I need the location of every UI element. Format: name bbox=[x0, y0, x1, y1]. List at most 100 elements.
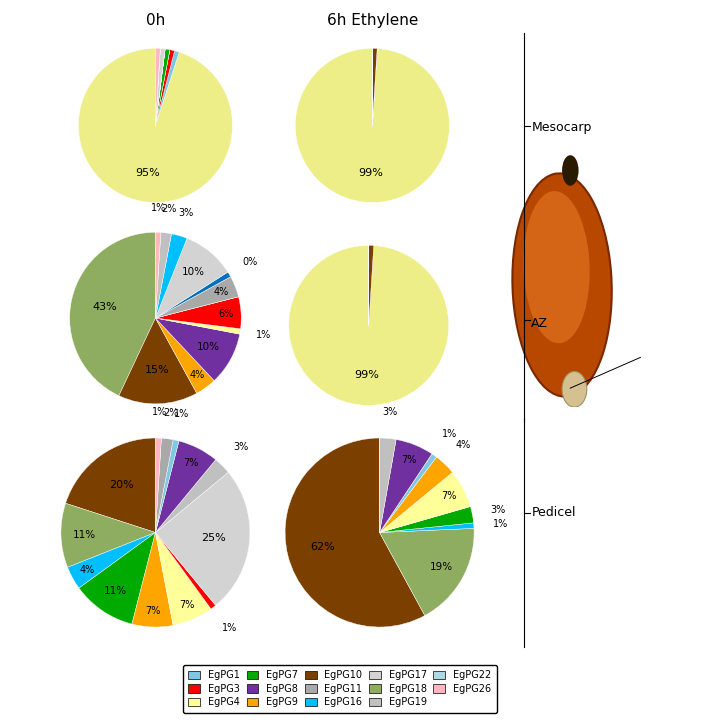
Wedge shape bbox=[380, 440, 432, 532]
Wedge shape bbox=[380, 523, 474, 532]
Wedge shape bbox=[155, 318, 241, 334]
Wedge shape bbox=[61, 503, 155, 567]
Text: 3%: 3% bbox=[382, 407, 398, 417]
Wedge shape bbox=[78, 48, 233, 202]
Wedge shape bbox=[155, 49, 161, 125]
Wedge shape bbox=[155, 277, 231, 318]
Wedge shape bbox=[119, 318, 197, 403]
Title: 0h: 0h bbox=[146, 13, 165, 28]
Wedge shape bbox=[155, 49, 165, 125]
Wedge shape bbox=[155, 532, 211, 625]
Wedge shape bbox=[295, 48, 450, 202]
Ellipse shape bbox=[562, 155, 578, 186]
Wedge shape bbox=[372, 49, 377, 125]
Wedge shape bbox=[155, 49, 165, 125]
Wedge shape bbox=[372, 49, 377, 125]
Legend: EgPG1, EgPG3, EgPG4, EgPG7, EgPG8, EgPG9, EgPG10, EgPG11, EgPG16, EgPG17, EgPG18: EgPG1, EgPG3, EgPG4, EgPG7, EgPG8, EgPG9… bbox=[183, 664, 497, 713]
Text: 2%: 2% bbox=[161, 204, 177, 214]
Wedge shape bbox=[155, 49, 170, 125]
Wedge shape bbox=[155, 318, 214, 393]
Wedge shape bbox=[79, 532, 155, 624]
Wedge shape bbox=[155, 51, 179, 125]
Title: 6h Ethylene: 6h Ethylene bbox=[327, 13, 418, 28]
Text: 95%: 95% bbox=[136, 168, 161, 177]
Text: 10%: 10% bbox=[197, 342, 220, 352]
Wedge shape bbox=[155, 49, 165, 125]
Text: 43%: 43% bbox=[93, 302, 118, 312]
Wedge shape bbox=[155, 49, 175, 125]
Text: 3%: 3% bbox=[491, 505, 506, 515]
Wedge shape bbox=[155, 49, 165, 125]
Text: 7%: 7% bbox=[184, 457, 199, 467]
Text: 1%: 1% bbox=[442, 429, 457, 439]
Wedge shape bbox=[66, 438, 155, 532]
Text: Mesocarp: Mesocarp bbox=[531, 121, 592, 134]
Wedge shape bbox=[372, 49, 377, 125]
Wedge shape bbox=[380, 507, 474, 532]
Wedge shape bbox=[372, 48, 377, 125]
Text: 1%: 1% bbox=[152, 406, 167, 417]
Wedge shape bbox=[380, 454, 437, 532]
Wedge shape bbox=[155, 277, 239, 318]
Wedge shape bbox=[155, 473, 250, 606]
Wedge shape bbox=[155, 532, 215, 609]
Text: 1%: 1% bbox=[151, 204, 166, 213]
Text: 11%: 11% bbox=[104, 586, 127, 596]
Text: 3%: 3% bbox=[234, 442, 249, 452]
Text: 11%: 11% bbox=[73, 530, 96, 539]
Text: 2%: 2% bbox=[163, 408, 179, 417]
Wedge shape bbox=[155, 49, 170, 125]
Text: 7%: 7% bbox=[441, 491, 457, 501]
Text: 1%: 1% bbox=[174, 409, 189, 419]
Ellipse shape bbox=[513, 173, 612, 397]
Wedge shape bbox=[155, 49, 161, 125]
Wedge shape bbox=[155, 440, 179, 532]
Wedge shape bbox=[155, 438, 173, 532]
Text: 99%: 99% bbox=[355, 370, 380, 380]
Wedge shape bbox=[372, 49, 377, 125]
Text: 99%: 99% bbox=[359, 168, 383, 178]
Wedge shape bbox=[380, 473, 471, 532]
Text: 0%: 0% bbox=[242, 257, 257, 267]
Wedge shape bbox=[155, 233, 161, 318]
Wedge shape bbox=[372, 49, 377, 125]
Wedge shape bbox=[372, 49, 377, 125]
Text: 4%: 4% bbox=[455, 440, 471, 450]
Wedge shape bbox=[155, 272, 231, 318]
Wedge shape bbox=[380, 438, 396, 532]
Wedge shape bbox=[155, 238, 228, 318]
Wedge shape bbox=[380, 454, 432, 532]
Text: AZ: AZ bbox=[531, 317, 549, 330]
Wedge shape bbox=[155, 438, 161, 532]
Text: 20%: 20% bbox=[108, 480, 133, 490]
Text: 25%: 25% bbox=[202, 533, 226, 543]
Text: 62%: 62% bbox=[310, 542, 335, 552]
Text: 3%: 3% bbox=[179, 208, 194, 217]
Text: Pedicel: Pedicel bbox=[531, 506, 576, 519]
Wedge shape bbox=[155, 233, 171, 318]
Text: 7%: 7% bbox=[145, 606, 161, 616]
Text: 4%: 4% bbox=[213, 287, 228, 297]
Wedge shape bbox=[67, 532, 155, 588]
Text: 6%: 6% bbox=[218, 309, 234, 318]
Text: 15%: 15% bbox=[145, 364, 169, 374]
Wedge shape bbox=[380, 507, 471, 532]
Wedge shape bbox=[155, 49, 165, 125]
Wedge shape bbox=[132, 532, 173, 627]
Wedge shape bbox=[380, 454, 432, 532]
Text: 1%: 1% bbox=[222, 623, 237, 633]
Text: 4%: 4% bbox=[79, 566, 94, 575]
Text: 1%: 1% bbox=[256, 330, 272, 340]
Wedge shape bbox=[155, 297, 239, 318]
Wedge shape bbox=[155, 49, 165, 125]
Text: 7%: 7% bbox=[401, 454, 416, 465]
Text: 19%: 19% bbox=[429, 563, 453, 572]
Wedge shape bbox=[380, 529, 474, 616]
Wedge shape bbox=[285, 438, 425, 627]
Ellipse shape bbox=[562, 371, 587, 407]
Wedge shape bbox=[155, 459, 228, 532]
Wedge shape bbox=[155, 459, 215, 532]
Wedge shape bbox=[288, 246, 449, 405]
Wedge shape bbox=[155, 318, 240, 381]
Wedge shape bbox=[155, 441, 215, 532]
